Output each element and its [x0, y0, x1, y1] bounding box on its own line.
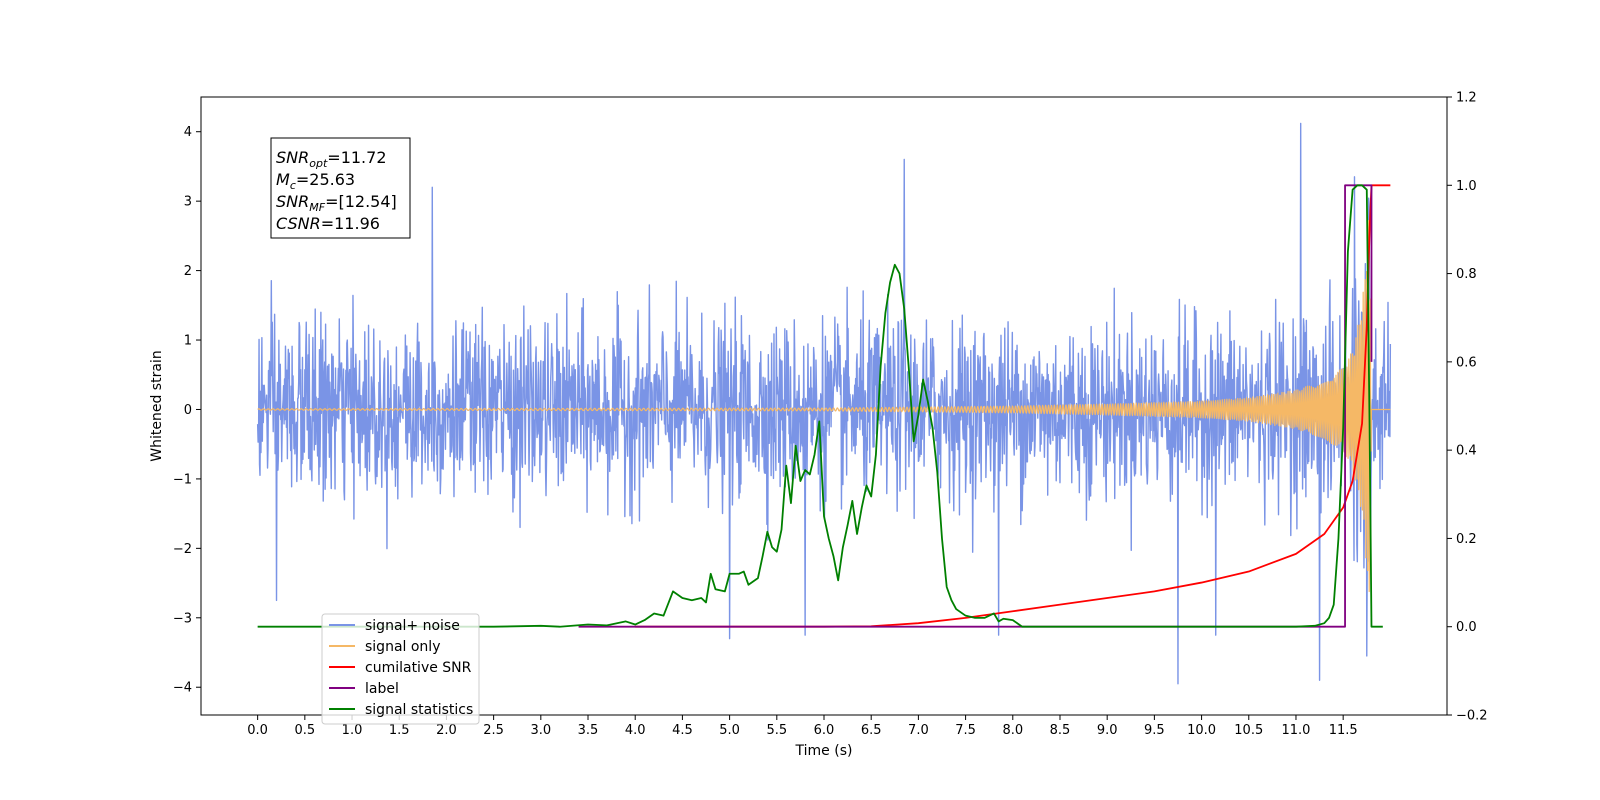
x-tick-label: 4.5: [672, 723, 693, 738]
y2-tick-label: 0.2: [1456, 532, 1477, 547]
annotation-subscript: MF: [309, 201, 325, 214]
y-tick-label: −4: [173, 681, 192, 696]
y2-tick-label: 0.0: [1456, 620, 1477, 635]
annotation-value: =11.72: [327, 148, 386, 167]
x-tick-label: 3.5: [578, 723, 599, 738]
annotation-box: SNRopt=11.72Mc=25.63SNRMF=[12.54]CSNR=11…: [270, 137, 411, 239]
y2-tick-label: −0.2: [1456, 709, 1488, 724]
annotation-value: =25.63: [296, 170, 355, 189]
y-tick-label: 4: [184, 125, 192, 140]
y-tick-label: 1: [184, 334, 192, 349]
series-cumulative-snr-line: [635, 184, 1391, 628]
x-tick-label: 6.0: [814, 723, 835, 738]
series-signal-noise-line: [256, 122, 1392, 685]
x-tick-label: 3.0: [530, 723, 551, 738]
annotation-symbol: CSNR: [276, 214, 321, 233]
x-tick-label: 0.0: [247, 723, 268, 738]
y-axis-left: −4 −3 −2 −1 0 1 2 3 4: [173, 125, 201, 696]
annotation-line: Mc=25.63: [276, 170, 355, 192]
annotation-value: =[12.54]: [325, 192, 397, 211]
x-tick-label: 4.0: [625, 723, 646, 738]
series-signal-only-line: [257, 220, 1391, 593]
x-tick-label: 6.5: [861, 723, 882, 738]
legend-label: label: [365, 681, 399, 697]
x-axis: 0.0 0.5 1.0 1.5 2.0 2.5 3.0 3.5 4.0 4.5 5.0 5.5 6.0 6…: [247, 715, 1358, 738]
annotation-frame: [270, 137, 411, 239]
annotation-value: =11.96: [321, 214, 380, 233]
annotation-subscript: opt: [309, 157, 328, 170]
annotation-subscript: c: [290, 179, 296, 192]
annotation-line: SNRMF=[12.54]: [276, 192, 397, 214]
annotation-symbol: SNR: [276, 148, 309, 167]
x-tick-label: 2.5: [483, 723, 504, 738]
y-tick-label: 3: [184, 195, 192, 210]
x-tick-label: 8.5: [1050, 723, 1071, 738]
x-tick-label: 2.0: [436, 723, 457, 738]
y-tick-label: 2: [184, 264, 192, 279]
annotation-symbol: SNR: [276, 192, 309, 211]
x-tick-label: 8.0: [1002, 723, 1023, 738]
y-axis-label: Whitened strain: [149, 350, 165, 461]
legend-label: signal only: [365, 639, 440, 655]
annotation-symbol: M: [276, 170, 290, 189]
y2-tick-label: 1.2: [1456, 91, 1477, 106]
x-tick-label: 10.0: [1187, 723, 1216, 738]
x-tick-label: 0.5: [294, 723, 315, 738]
y-axis-right: −0.2 0.0 0.2 0.4 0.6 0.8 1.0 1.2: [1447, 91, 1488, 724]
x-tick-label: 5.5: [766, 723, 787, 738]
x-tick-label: 7.5: [955, 723, 976, 738]
y-tick-label: −2: [173, 542, 192, 557]
y-tick-label: −1: [173, 472, 192, 487]
y2-tick-label: 0.4: [1456, 444, 1477, 459]
x-tick-label: 9.5: [1144, 723, 1165, 738]
y-tick-label: −3: [173, 611, 192, 626]
legend-label: signal+ noise: [365, 618, 460, 634]
x-axis-label: Time (s): [795, 743, 853, 759]
x-tick-label: 5.0: [719, 723, 740, 738]
x-tick-label: 1.5: [389, 723, 410, 738]
series-layer: [256, 122, 1392, 685]
annotation-line: SNRopt=11.72: [276, 148, 387, 170]
annotation-line: CSNR=11.96: [276, 214, 380, 233]
x-tick-label: 1.0: [342, 723, 363, 738]
x-tick-label: 11.5: [1329, 723, 1358, 738]
x-tick-label: 9.0: [1097, 723, 1118, 738]
y2-tick-label: 0.6: [1456, 355, 1477, 370]
legend: signal+ noise signal only cumilative SNR la…: [321, 613, 480, 725]
legend-label: cumilative SNR: [365, 660, 472, 676]
x-tick-label: 7.0: [908, 723, 929, 738]
legend-items: signal+ noise signal only cumilative SNR la…: [329, 618, 473, 718]
series-signal-statistics-line: [257, 184, 1383, 628]
y2-tick-label: 0.8: [1456, 267, 1477, 282]
y-tick-label: 0: [184, 403, 192, 418]
x-tick-label: 11.0: [1281, 723, 1310, 738]
legend-frame: [321, 613, 480, 725]
y2-tick-label: 1.0: [1456, 179, 1477, 194]
legend-label: signal statistics: [365, 702, 473, 718]
x-tick-label: 10.5: [1234, 723, 1263, 738]
annotation-lines: SNRopt=11.72Mc=25.63SNRMF=[12.54]CSNR=11…: [276, 148, 397, 233]
